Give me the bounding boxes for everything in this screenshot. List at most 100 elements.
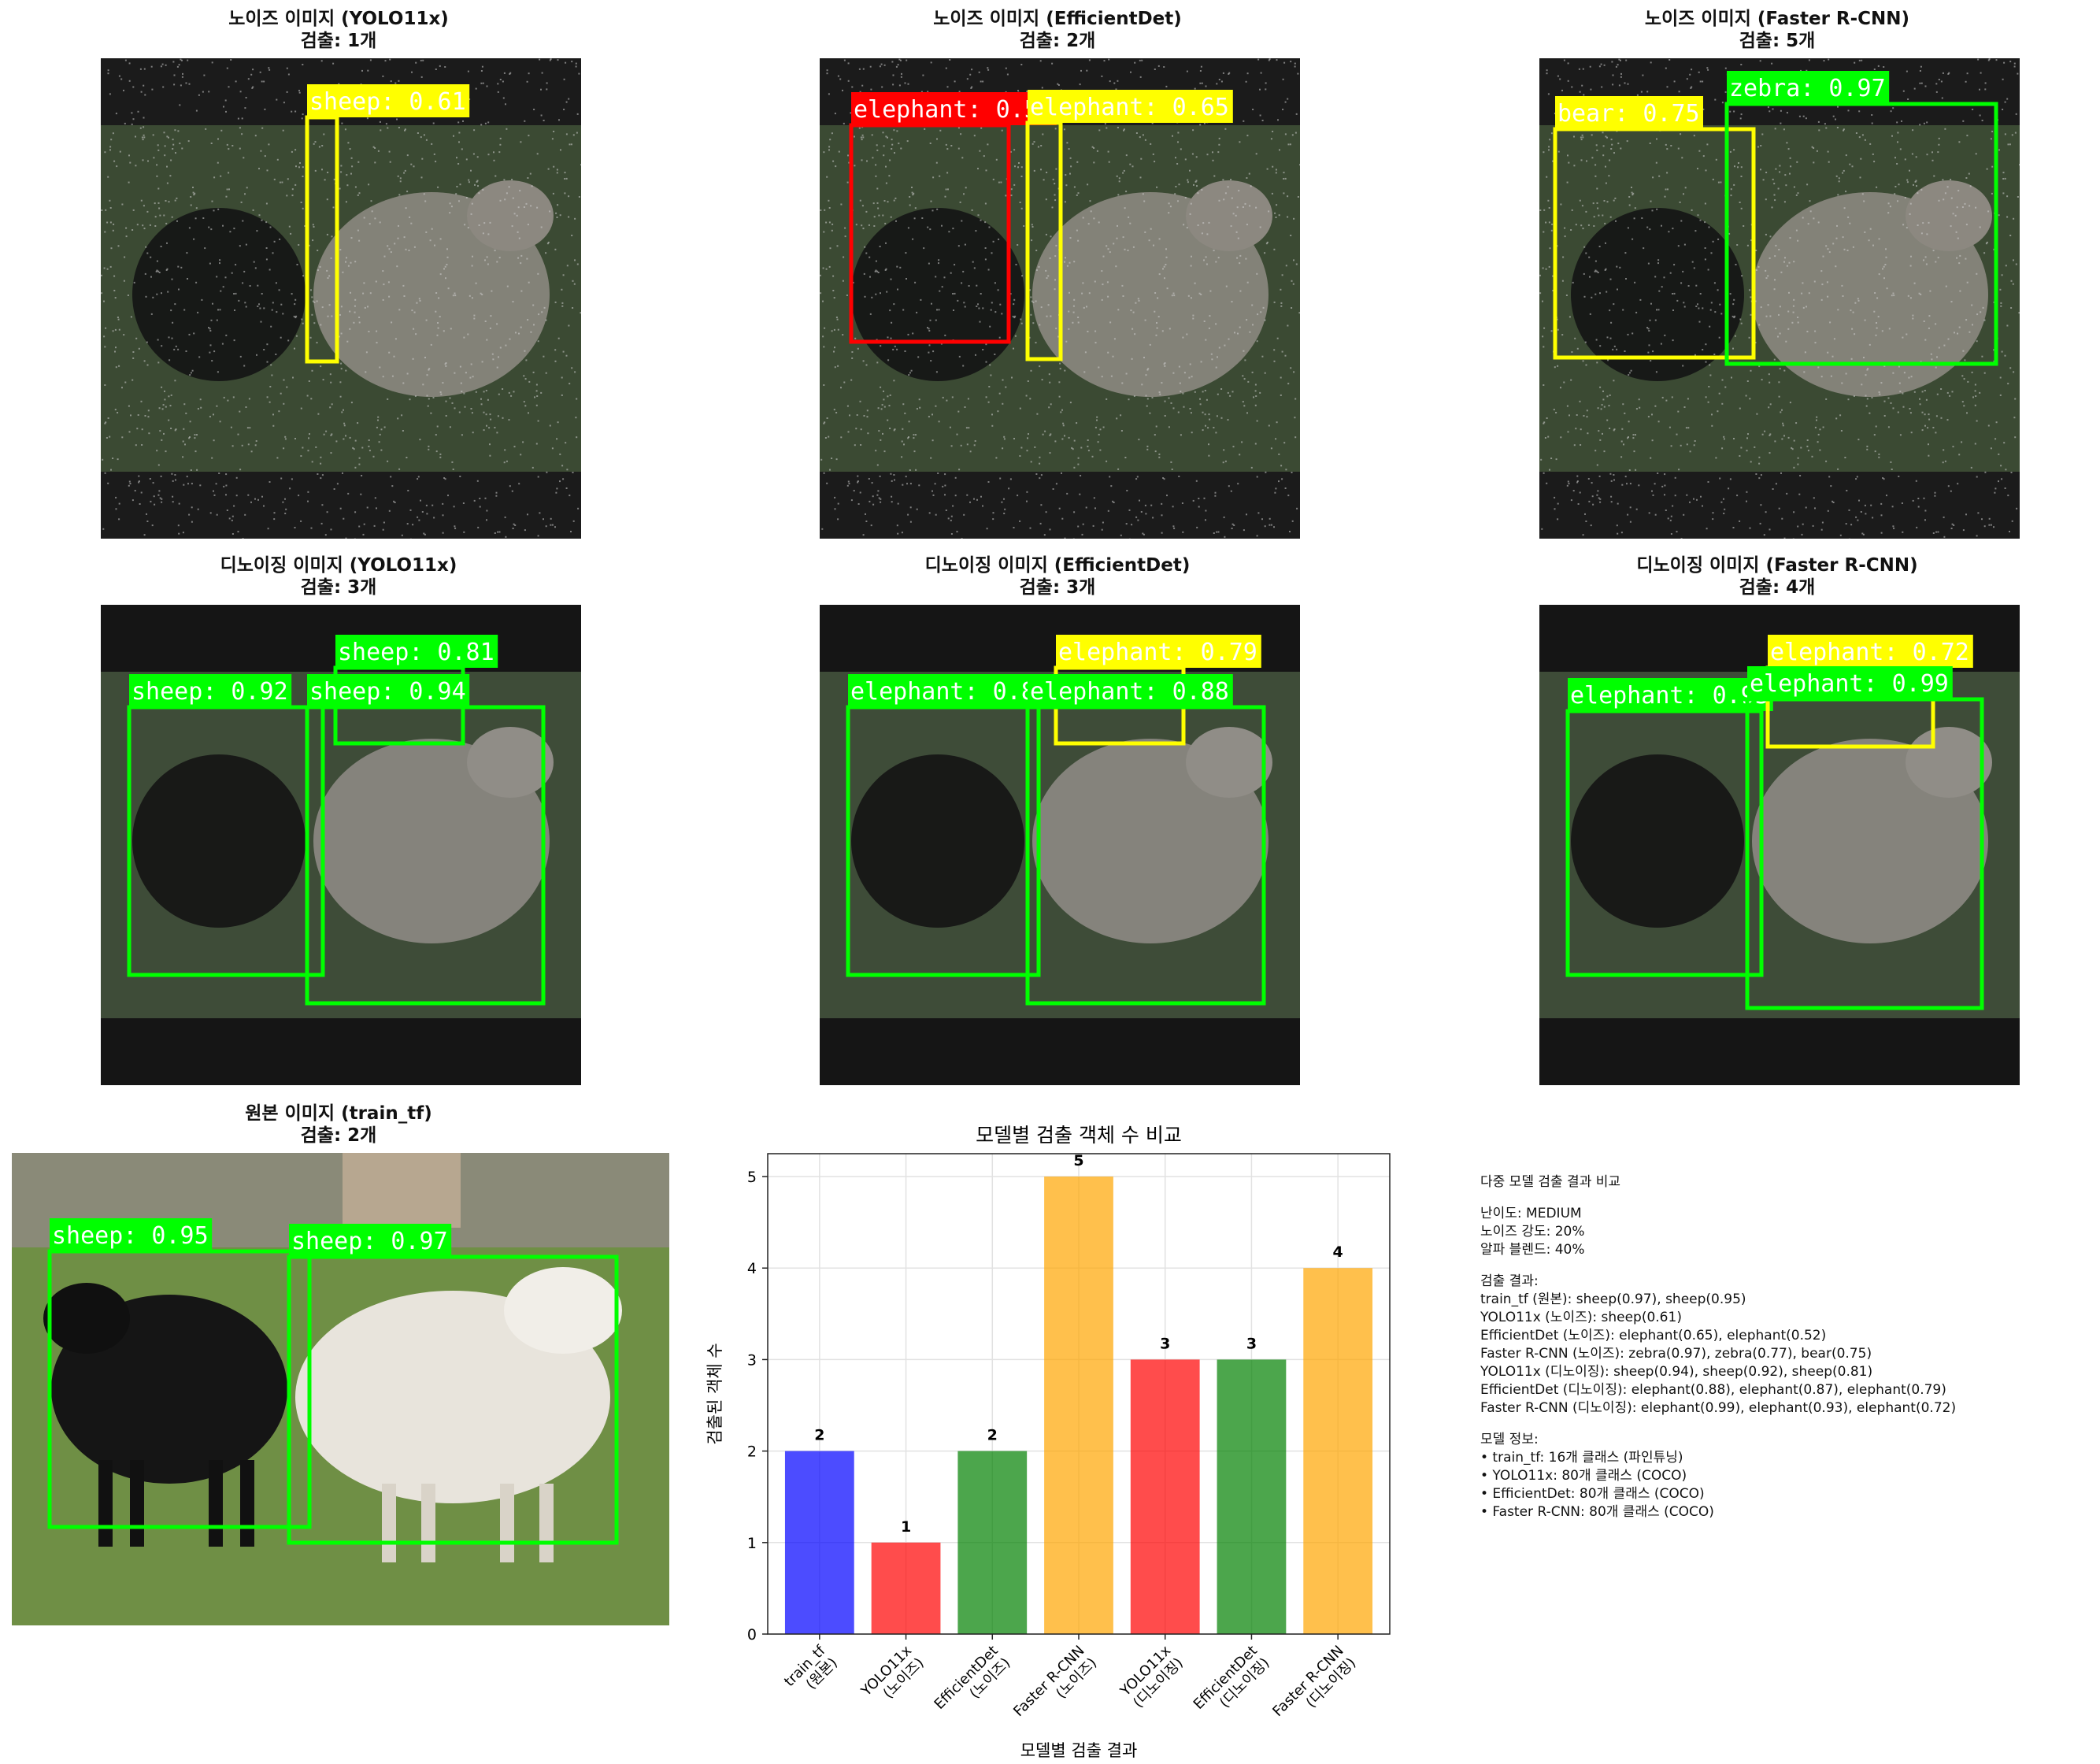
noise-dot — [1196, 527, 1198, 528]
noise-dot — [257, 306, 258, 307]
noise-dot — [872, 157, 873, 158]
noise-dot — [108, 417, 109, 419]
noise-dot — [1768, 106, 1769, 108]
noise-dot — [351, 402, 353, 403]
noise-dot — [454, 528, 456, 529]
noise-dot — [1619, 84, 1620, 86]
noise-dot — [1728, 487, 1729, 489]
noise-dot — [1030, 296, 1031, 298]
noise-dot — [879, 498, 880, 499]
noise-dot — [1239, 262, 1240, 264]
noise-dot — [906, 278, 907, 280]
noise-dot — [1806, 507, 1807, 509]
noise-dot — [1774, 255, 1776, 257]
noise-dot — [1138, 439, 1139, 440]
noise-dot — [864, 273, 865, 275]
noise-dot — [310, 398, 312, 399]
noise-dot — [820, 459, 822, 461]
noise-dot — [172, 279, 173, 280]
noise-dot — [481, 70, 483, 72]
noise-dot — [1671, 533, 1672, 535]
noise-dot — [266, 343, 268, 345]
noise-dot — [296, 335, 298, 337]
noise-dot — [294, 303, 295, 305]
detection-label: sheep: 0.94 — [309, 678, 466, 706]
noise-dot — [910, 521, 912, 523]
noise-dot — [1196, 180, 1198, 182]
summary-setting: 알파 블렌드: 40% — [1480, 1241, 2079, 1259]
noise-dot — [228, 148, 229, 150]
noise-dot — [497, 532, 498, 533]
noise-dot — [545, 252, 546, 254]
noise-dot — [1276, 172, 1277, 173]
noise-dot — [105, 328, 106, 329]
noise-dot — [834, 409, 835, 410]
detection-label: zebra: 0.97 — [1729, 75, 1886, 102]
noise-dot — [472, 256, 473, 258]
noise-dot — [546, 472, 547, 473]
noise-dot — [1994, 487, 1996, 489]
noise-dot — [147, 365, 149, 366]
noise-dot — [2010, 307, 2012, 309]
noise-dot — [1543, 328, 1545, 329]
noise-dot — [1788, 148, 1790, 150]
noise-dot — [1066, 493, 1068, 495]
noise-dot — [989, 326, 991, 328]
noise-dot — [1191, 412, 1192, 413]
noise-dot — [320, 457, 321, 458]
summary-result: YOLO11x (디노이징): sheep(0.94), sheep(0.92)… — [1480, 1363, 2079, 1381]
noise-dot — [1143, 134, 1144, 135]
noise-dot — [1816, 417, 1817, 418]
noise-dot — [1259, 392, 1261, 394]
noise-dot — [566, 355, 568, 357]
noise-dot — [292, 188, 294, 190]
noise-dot — [308, 450, 309, 451]
noise-dot — [1797, 464, 1798, 465]
noise-dot — [480, 506, 481, 508]
noise-dot — [1632, 437, 1634, 439]
noise-dot — [1613, 152, 1615, 154]
noise-dot — [1837, 106, 1839, 108]
noise-dot — [466, 158, 468, 160]
noise-dot — [196, 434, 198, 435]
noise-dot — [2019, 164, 2020, 165]
noise-dot — [355, 187, 357, 188]
noise-dot — [1652, 439, 1654, 441]
noise-dot — [291, 151, 293, 153]
noise-dot — [1206, 264, 1208, 265]
noise-dot — [1661, 286, 1663, 287]
noise-dot — [1276, 59, 1278, 61]
noise-dot — [1725, 68, 1727, 69]
noise-dot — [996, 159, 998, 161]
noise-dot — [233, 293, 235, 295]
noise-dot — [1643, 247, 1644, 249]
noise-dot — [339, 314, 341, 316]
noise-dot — [339, 249, 341, 250]
noise-dot — [1585, 253, 1587, 254]
noise-dot — [1238, 238, 1239, 239]
noise-dot — [1083, 524, 1084, 525]
white-sheep-leg — [500, 1484, 514, 1562]
noise-dot — [957, 434, 958, 435]
noise-dot — [1192, 154, 1194, 155]
noise-dot — [1896, 163, 1898, 165]
noise-dot — [1583, 534, 1584, 536]
noise-dot — [1962, 350, 1964, 352]
noise-dot — [872, 134, 873, 135]
noise-dot — [876, 144, 878, 146]
noise-dot — [1769, 452, 1771, 454]
noise-dot — [1221, 417, 1223, 419]
noise-dot — [1588, 501, 1590, 502]
noise-dot — [302, 113, 304, 115]
noise-dot — [158, 208, 160, 209]
noise-dot — [859, 128, 861, 129]
noise-dot — [1797, 526, 1798, 528]
noise-dot — [1567, 154, 1569, 156]
noise-dot — [229, 517, 231, 519]
noise-dot — [1965, 177, 1967, 179]
noise-dot — [1944, 128, 1946, 130]
noise-dot — [861, 428, 862, 430]
noise-dot — [1177, 132, 1179, 134]
noise-dot — [1902, 224, 1904, 225]
noise-dot — [1042, 87, 1043, 88]
